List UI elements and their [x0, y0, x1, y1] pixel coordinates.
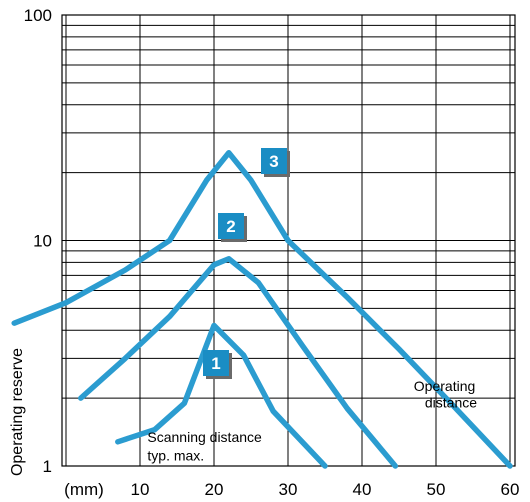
- y-axis-label: Operating reserve: [9, 348, 26, 476]
- plot-frame: [61, 14, 516, 467]
- curve-series-1: [115, 322, 328, 469]
- annotation-text: Scanning distance: [147, 429, 262, 445]
- chart-curves: [11, 149, 513, 469]
- series-badge-2: 2: [218, 213, 247, 242]
- badge-box: [203, 350, 229, 376]
- series-badge-1: 1: [203, 350, 232, 379]
- series-badge-3: 3: [261, 148, 290, 177]
- badge-box: [261, 148, 287, 174]
- x-tick-label: 60: [501, 480, 520, 499]
- y-tick-label: 1: [43, 457, 52, 476]
- x-tick-label: 40: [353, 480, 372, 499]
- annotation-text: distance: [425, 394, 477, 410]
- x-tick-label: 30: [279, 480, 298, 499]
- annotation-text: typ. max.: [147, 447, 204, 463]
- annotation-text: Operating: [414, 378, 475, 394]
- series-badges: 1 2 3: [203, 148, 290, 379]
- badge-box: [218, 213, 244, 239]
- badge-label: 3: [269, 152, 278, 171]
- x-tick-label: 10: [131, 480, 150, 499]
- x-axis-unit-label: (mm): [64, 480, 104, 499]
- chart-annotations: Scanning distance typ. max. Operatingdista…: [147, 378, 477, 463]
- axis-ticks: 10 20 30 40 50 60 (mm) 1 10 100: [24, 6, 520, 499]
- x-tick-label: 50: [427, 480, 446, 499]
- badge-label: 2: [226, 217, 235, 236]
- y-tick-label: 10: [33, 232, 52, 251]
- curve-series-3: [11, 149, 513, 469]
- curve-series-2: [78, 255, 399, 469]
- y-tick-label: 100: [24, 6, 52, 25]
- x-tick-label: 20: [205, 480, 224, 499]
- badge-label: 1: [211, 354, 220, 373]
